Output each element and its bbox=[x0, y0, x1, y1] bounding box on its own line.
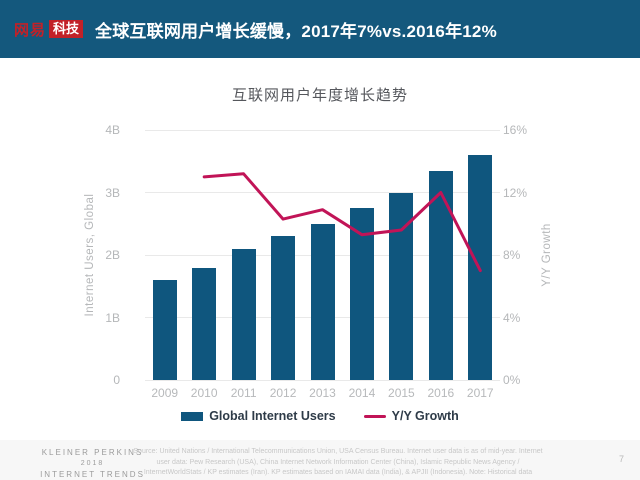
legend-item-bars: Global Internet Users bbox=[181, 409, 336, 423]
header-bar: 网易 科技 全球互联网用户增长缓慢，2017年7%vs.2016年12% bbox=[0, 0, 640, 58]
gridline bbox=[145, 192, 500, 193]
x-label-2013: 2013 bbox=[309, 386, 336, 400]
bar-series-swatch bbox=[181, 411, 204, 421]
legend-item-line: Y/Y Growth bbox=[363, 409, 459, 423]
chart-legend: Global Internet Users Y/Y Growth bbox=[0, 409, 640, 423]
left-tick-label: 1B bbox=[105, 310, 120, 325]
line-series-swatch bbox=[363, 414, 386, 418]
left-tick-label: 4B bbox=[105, 123, 120, 137]
bar-2013 bbox=[310, 223, 335, 380]
bar-2012 bbox=[271, 236, 296, 380]
x-label-2011: 2011 bbox=[230, 386, 257, 400]
right-tick-label: 8% bbox=[503, 248, 521, 262]
x-label-2016: 2016 bbox=[427, 386, 455, 400]
right-tick-label: 12% bbox=[503, 185, 528, 200]
brand-line-2: 2018 bbox=[80, 459, 105, 467]
gridline bbox=[145, 129, 500, 131]
yy-growth-line bbox=[202, 172, 482, 273]
x-label-2015: 2015 bbox=[388, 386, 415, 400]
brand-line-1: KLEINER PERKINS bbox=[41, 448, 144, 457]
left-axis-ticks: 0 1B 2B 3B 4B bbox=[58, 123, 120, 387]
netease-tech-logo: 网易 科技 bbox=[14, 19, 84, 40]
footer: KLEINER PERKINS 2018 INTERNET TRENDS Sou… bbox=[0, 440, 640, 480]
left-tick-label: 0 bbox=[113, 373, 120, 387]
growth-line-layer bbox=[202, 172, 482, 273]
left-tick-label: 3B bbox=[105, 185, 120, 200]
chart-title: 互联网用户年度增长趋势 bbox=[231, 87, 408, 104]
right-tick-label: 16% bbox=[503, 123, 528, 137]
slide-headline: 全球互联网用户增长缓慢，2017年7%vs.2016年12% bbox=[95, 21, 497, 41]
source-note: Source: United Nations / International T… bbox=[133, 448, 543, 480]
bar-2009 bbox=[152, 280, 177, 380]
right-axis-ticks: 0% 4% 8% 12% 16% bbox=[503, 123, 563, 387]
logo-sub-badge: 科技 bbox=[49, 19, 84, 39]
line-series-label: Y/Y Growth bbox=[391, 409, 459, 423]
right-tick-label: 4% bbox=[503, 310, 521, 325]
gridline bbox=[145, 379, 500, 381]
bar-series-label: Global Internet Users bbox=[209, 409, 336, 423]
x-label-2010: 2010 bbox=[190, 386, 218, 400]
x-label-2017: 2017 bbox=[466, 386, 494, 400]
bar-2011 bbox=[231, 248, 256, 380]
x-label-2014: 2014 bbox=[348, 386, 376, 400]
kleiner-perkins-brand: KLEINER PERKINS 2018 INTERNET TRENDS bbox=[20, 447, 165, 480]
left-tick-label: 2B bbox=[105, 248, 120, 262]
page-number: 7 bbox=[618, 454, 624, 464]
brand-line-3: INTERNET TRENDS bbox=[40, 469, 145, 479]
right-tick-label: 0% bbox=[503, 373, 521, 387]
x-label-2012: 2012 bbox=[269, 386, 297, 400]
bar-2010 bbox=[192, 267, 217, 380]
bar-2014 bbox=[349, 208, 374, 380]
plot-area: 2009 2010 2011 2012 2013 2014 2015 2016 2017 bbox=[145, 129, 500, 400]
logo-brand-text: 网易 bbox=[14, 21, 47, 39]
x-label-2009: 2009 bbox=[151, 386, 179, 400]
